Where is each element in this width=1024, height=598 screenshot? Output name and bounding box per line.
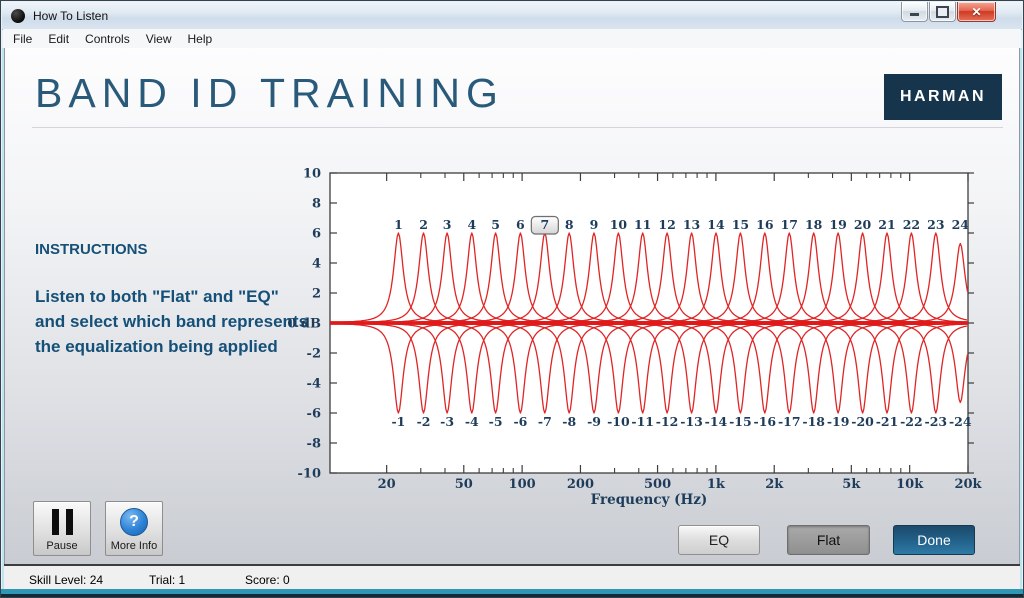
eq-button[interactable]: EQ xyxy=(678,525,760,555)
maximize-icon xyxy=(936,5,949,18)
band-label-minus-9[interactable]: -9 xyxy=(587,414,601,429)
band-label-minus-24[interactable]: -24 xyxy=(949,414,972,429)
menu-edit[interactable]: Edit xyxy=(48,31,70,46)
menu-view[interactable]: View xyxy=(145,31,172,46)
band-label-minus-5[interactable]: -5 xyxy=(489,414,503,429)
band-label-21[interactable]: 21 xyxy=(878,217,895,232)
status-score: Score: 0 xyxy=(245,572,290,587)
band-label-15[interactable]: 15 xyxy=(732,217,749,232)
band-label-minus-17[interactable]: -17 xyxy=(778,414,801,429)
harman-logo: HARMAN xyxy=(884,74,1002,120)
band-label-11[interactable]: 11 xyxy=(634,217,651,232)
band-label-20[interactable]: 20 xyxy=(854,217,872,232)
window-border-left xyxy=(2,48,4,589)
band-label-14[interactable]: 14 xyxy=(707,217,725,232)
band-label-minus-15[interactable]: -15 xyxy=(729,414,752,429)
close-icon: ✕ xyxy=(971,4,982,19)
band-label-9[interactable]: 9 xyxy=(590,217,599,232)
window-border-accent xyxy=(1,589,1023,594)
band-label-minus-20[interactable]: -20 xyxy=(851,414,874,429)
band-label-minus-11[interactable]: -11 xyxy=(631,414,654,429)
band-label-minus-1[interactable]: -1 xyxy=(391,414,405,429)
minimize-icon xyxy=(910,13,919,16)
status-skill-level: Skill Level: 24 xyxy=(29,572,104,587)
band-label-12[interactable]: 12 xyxy=(658,217,675,232)
band-label-minus-12[interactable]: -12 xyxy=(656,414,679,429)
band-label-minus-4[interactable]: -4 xyxy=(465,414,479,429)
status-trial: Trial: 1 xyxy=(149,572,186,587)
band-label-minus-23[interactable]: -23 xyxy=(925,414,948,429)
status-bar: Skill Level: 24 Trial: 1 Score: 0 xyxy=(4,564,1020,593)
band-label-minus-7[interactable]: -7 xyxy=(538,414,552,429)
band-label-minus-6[interactable]: -6 xyxy=(513,414,527,429)
band-label-17[interactable]: 17 xyxy=(781,217,798,232)
pause-button[interactable]: Pause xyxy=(33,501,91,556)
band-label-6[interactable]: 6 xyxy=(516,217,525,232)
band-label-minus-10[interactable]: -10 xyxy=(607,414,630,429)
band-label-4[interactable]: 4 xyxy=(467,217,476,232)
window-border-bottom xyxy=(1,594,1023,597)
pause-label: Pause xyxy=(46,540,78,552)
menu-help[interactable]: Help xyxy=(187,31,213,46)
harman-logo-text: HARMAN xyxy=(899,88,987,105)
client-area: BAND ID TRAINING HARMAN INSTRUCTIONS Lis… xyxy=(4,48,1020,564)
app-icon xyxy=(11,8,25,23)
more-info-label: More Info xyxy=(110,540,158,552)
window-border-right xyxy=(1020,48,1022,589)
flat-button[interactable]: Flat xyxy=(787,525,870,555)
window-title: How To Listen xyxy=(33,8,109,23)
band-label-16[interactable]: 16 xyxy=(756,217,774,232)
band-label-13[interactable]: 13 xyxy=(683,217,700,232)
band-label-24[interactable]: 24 xyxy=(952,217,970,232)
band-label-minus-22[interactable]: -22 xyxy=(900,414,923,429)
header-divider xyxy=(32,127,1003,128)
band-label-minus-13[interactable]: -13 xyxy=(680,414,703,429)
band-label-18[interactable]: 18 xyxy=(805,217,823,232)
maximize-button[interactable] xyxy=(929,2,956,22)
band-label-minus-18[interactable]: -18 xyxy=(802,414,825,429)
band-label-5[interactable]: 5 xyxy=(491,217,500,232)
pause-icon xyxy=(51,509,73,535)
band-label-minus-14[interactable]: -14 xyxy=(705,414,728,429)
band-label-8[interactable]: 8 xyxy=(565,217,574,232)
band-label-19[interactable]: 19 xyxy=(829,217,846,232)
band-label-1[interactable]: 1 xyxy=(394,217,403,232)
title-bar[interactable]: How To Listen ✕ xyxy=(2,2,1022,30)
band-label-10[interactable]: 10 xyxy=(610,217,628,232)
minimize-button[interactable] xyxy=(901,2,928,22)
menu-file[interactable]: File xyxy=(13,31,33,46)
band-label-minus-19[interactable]: -19 xyxy=(827,414,850,429)
band-label-22[interactable]: 22 xyxy=(903,217,920,232)
band-label-2[interactable]: 2 xyxy=(419,217,428,232)
menu-bar: File Edit Controls View Help xyxy=(3,29,1021,49)
page-title: BAND ID TRAINING xyxy=(35,70,504,116)
question-icon: ? xyxy=(120,508,148,536)
band-label-minus-2[interactable]: -2 xyxy=(417,414,431,429)
more-info-button[interactable]: ? More Info xyxy=(105,501,163,556)
instructions-body: Listen to both "Flat" and "EQ" and selec… xyxy=(35,287,309,356)
band-label-23[interactable]: 23 xyxy=(927,217,944,232)
close-button[interactable]: ✕ xyxy=(957,2,996,22)
menu-controls[interactable]: Controls xyxy=(85,31,130,46)
band-label-minus-21[interactable]: -21 xyxy=(876,414,899,429)
band-label-3[interactable]: 3 xyxy=(443,217,452,232)
instructions-heading: INSTRUCTIONS xyxy=(35,241,148,258)
band-label-minus-8[interactable]: -8 xyxy=(562,414,576,429)
band-label-7[interactable]: 7 xyxy=(540,217,549,232)
band-label-minus-16[interactable]: -16 xyxy=(754,414,777,429)
done-button[interactable]: Done xyxy=(893,525,975,555)
band-label-minus-3[interactable]: -3 xyxy=(440,414,454,429)
